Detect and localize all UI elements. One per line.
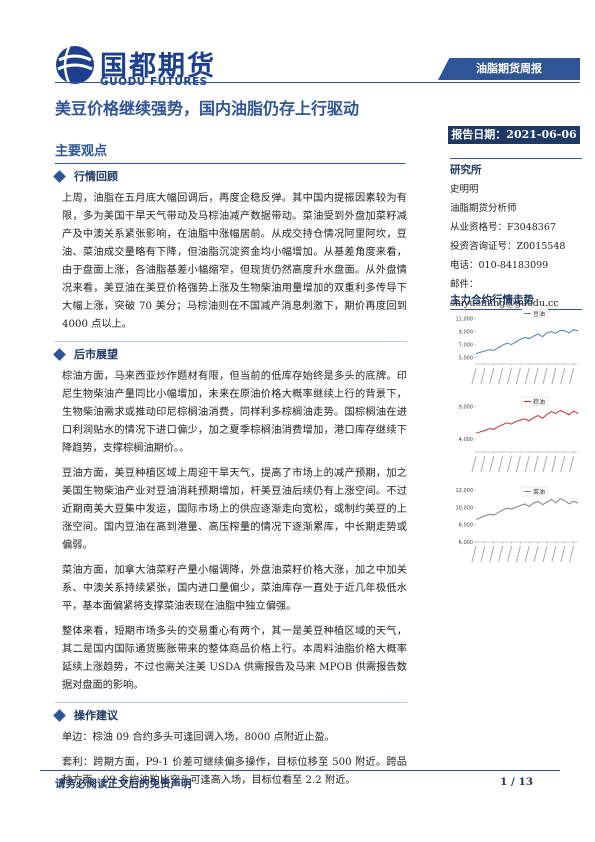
paragraph: 菜油方面，加拿大油菜籽产量小幅调降，外盘油菜籽价格大涨，加之中加关系、中澳关系持… — [62, 565, 407, 612]
x-date-stub — [489, 367, 495, 385]
y-tick-label: 4,000 — [459, 437, 473, 443]
x-date-stub — [506, 455, 512, 473]
section-heading: 操作建议 — [53, 707, 407, 723]
sidebar-line: 史明明 — [450, 184, 479, 195]
section-heading: 行情回顾 — [53, 168, 407, 184]
x-date-stub — [506, 367, 512, 385]
legend-box — [521, 308, 549, 319]
y-tick-label: 8,000 — [459, 523, 473, 529]
x-date-stub — [489, 455, 495, 473]
x-date-stub — [560, 367, 566, 385]
heading-icon — [53, 708, 66, 722]
paragraph: 棕油方面，马来西亚炒作题材有限，但当前的低库存始终是多头的底牌。印尼生物柴油产量… — [62, 371, 407, 454]
x-date-stub — [480, 455, 486, 473]
footer-rule — [40, 770, 560, 771]
y-tick-label: 12,000 — [456, 488, 474, 494]
heading-text: 行情回顾 — [74, 170, 118, 183]
chart-title: 主力合约行情走势 — [450, 292, 582, 310]
legend-box — [521, 486, 549, 497]
x-date-stub — [498, 455, 504, 473]
disclaimer: 请务必阅读正文后的免责声明 — [55, 778, 192, 790]
y-tick-label: 9,000 — [459, 405, 473, 411]
legend-label: 菜油 — [533, 488, 545, 496]
x-date-stub — [569, 367, 575, 385]
paragraph: 单边：棕油 09 合约多头可逢回调入场，8000 点附近止盈。 — [62, 732, 335, 743]
x-date-stub — [569, 455, 575, 473]
mini-chart: 4,000 9,000 棕油 — [459, 396, 579, 473]
report-title: 美豆价格继续强势，国内油脂仍存上行驱动 — [55, 99, 360, 118]
sidebar-line: 电话：010-84183099 — [450, 260, 549, 271]
x-date-stub — [480, 367, 486, 385]
mini-chart: 5,000 7,000 9,000 11,000 豆油 — [456, 308, 579, 385]
heading-text: 后市展望 — [74, 348, 118, 361]
x-date-stub — [471, 545, 477, 563]
x-date-stub — [524, 455, 530, 473]
x-date-stub — [489, 545, 495, 563]
price-line — [475, 329, 579, 355]
y-tick-label: 6,000 — [459, 540, 473, 546]
x-date-stub — [524, 545, 530, 563]
main-column: 行情回顾上周，油脂在五月底大幅回调后，再度企稳反弹。其中国内提振因素较为有限，多… — [53, 166, 407, 797]
section-heading: 后市展望 — [53, 346, 407, 362]
x-date-stub — [542, 545, 548, 563]
x-date-stub — [569, 545, 575, 563]
x-date-stub — [498, 545, 504, 563]
logo-text: 国都期货 — [100, 51, 216, 82]
summary-heading: 主要观点 — [55, 140, 405, 164]
paragraph: 上周，油脂在五月底大幅回调后，再度企稳反弹。其中国内提振因素较为有限，多为美国干… — [62, 193, 407, 330]
section: 操作建议单边：棕油 09 合约多头可逢回调入场，8000 点附近止盈。套利：跨期… — [53, 707, 407, 790]
sidebar-line: 油脂期货分析师 — [450, 203, 517, 214]
x-date-stub — [542, 455, 548, 473]
y-tick-label: 10,000 — [456, 505, 474, 511]
x-date-stub — [498, 367, 504, 385]
x-date-stub — [533, 367, 539, 385]
report-type: 油脂期货周报 — [438, 58, 580, 80]
legend-label: 棕油 — [533, 398, 545, 406]
mini-chart: 6,000 8,000 10,000 12,000 菜油 — [456, 486, 579, 563]
x-date-stub — [506, 545, 512, 563]
x-date-stub — [533, 455, 539, 473]
sidebar-line: 邮件：shiyueming@guodu.cc — [450, 279, 559, 309]
section: 后市展望棕油方面，马来西亚炒作题材有限，但当前的低库存始终是多头的底牌。印尼生物… — [53, 346, 407, 703]
x-date-stub — [551, 455, 557, 473]
paragraph: 整体来看，短期市场多头的交易重心有两个，其一是美豆种植区域的天气，其二是国内国际… — [62, 626, 407, 691]
x-date-stub — [542, 367, 548, 385]
y-tick-label: 5,000 — [459, 356, 473, 362]
x-date-stub — [515, 545, 521, 563]
x-date-stub — [533, 545, 539, 563]
sidebar-line: 投资咨询证号：Z0015548 — [450, 241, 566, 252]
legend-label: 豆油 — [533, 310, 545, 318]
x-date-stub — [524, 367, 530, 385]
heading-icon — [53, 169, 66, 183]
paragraph: 豆油方面，美豆种植区域上周迎干旱天气，提高了市场上的减产预期，加之美国生物柴油产… — [62, 468, 407, 551]
report-date: 报告日期：2021-06-06 — [448, 126, 580, 144]
price-line — [475, 498, 579, 520]
y-tick-label: 7,000 — [459, 343, 473, 349]
x-date-stub — [480, 545, 486, 563]
x-date-stub — [560, 455, 566, 473]
x-date-stub — [551, 367, 557, 385]
x-date-stub — [515, 455, 521, 473]
logo-icon — [56, 46, 94, 84]
page-number: 1 / 13 — [500, 776, 534, 788]
sidebar-line: 从业资格号：F3048367 — [450, 222, 556, 233]
sidebar: 研究所 史明明油脂期货分析师从业资格号：F3048367 投资咨询证号：Z0015… — [450, 158, 582, 313]
header-rule — [55, 82, 580, 83]
section: 行情回顾上周，油脂在五月底大幅回调后，再度企稳反弹。其中国内提振因素较为有限，多… — [53, 168, 407, 342]
legend-box — [521, 396, 549, 407]
y-tick-label: 9,000 — [459, 330, 473, 336]
x-date-stub — [515, 367, 521, 385]
heading-icon — [53, 347, 66, 361]
paragraph: 套利：跨期方面，P9-1 价差可继续偏多操作，目标位移至 500 附近。跨品种方… — [62, 757, 407, 786]
y-tick-label: 11,000 — [456, 317, 474, 323]
price-line — [475, 409, 579, 434]
heading-text: 操作建议 — [74, 709, 118, 722]
x-date-stub — [551, 545, 557, 563]
x-date-stub — [560, 545, 566, 563]
x-date-stub — [471, 367, 477, 385]
x-date-stub — [471, 455, 477, 473]
sidebar-heading: 研究所 — [450, 158, 582, 180]
